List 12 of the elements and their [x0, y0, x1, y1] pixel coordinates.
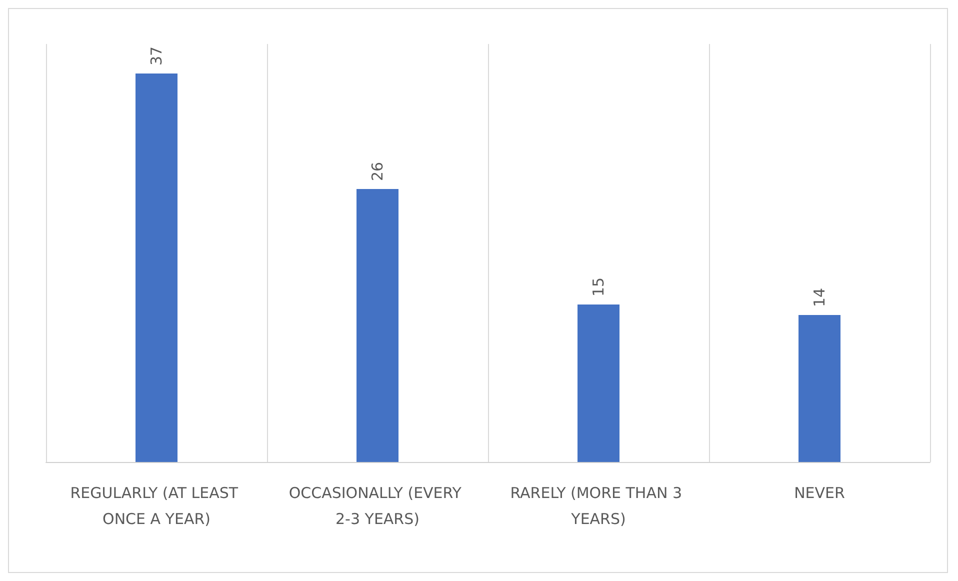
data-label: 26 — [368, 162, 386, 182]
x-tick-label: OCCASIONALLY (EVERY 2-3 YEARS) — [288, 484, 466, 528]
x-tick-label: REGULARLY (AT LEAST ONCE A YEAR) — [70, 484, 243, 528]
bar — [136, 74, 178, 462]
x-tick-label: NEVER — [794, 484, 845, 502]
bar — [798, 315, 840, 462]
x-tick-label: RARELY (MORE THAN 3 YEARS) — [510, 484, 687, 528]
data-label: 14 — [810, 288, 828, 308]
data-label: 37 — [148, 46, 166, 66]
bar — [578, 304, 620, 462]
data-label: 15 — [590, 277, 608, 297]
bar — [356, 189, 398, 462]
